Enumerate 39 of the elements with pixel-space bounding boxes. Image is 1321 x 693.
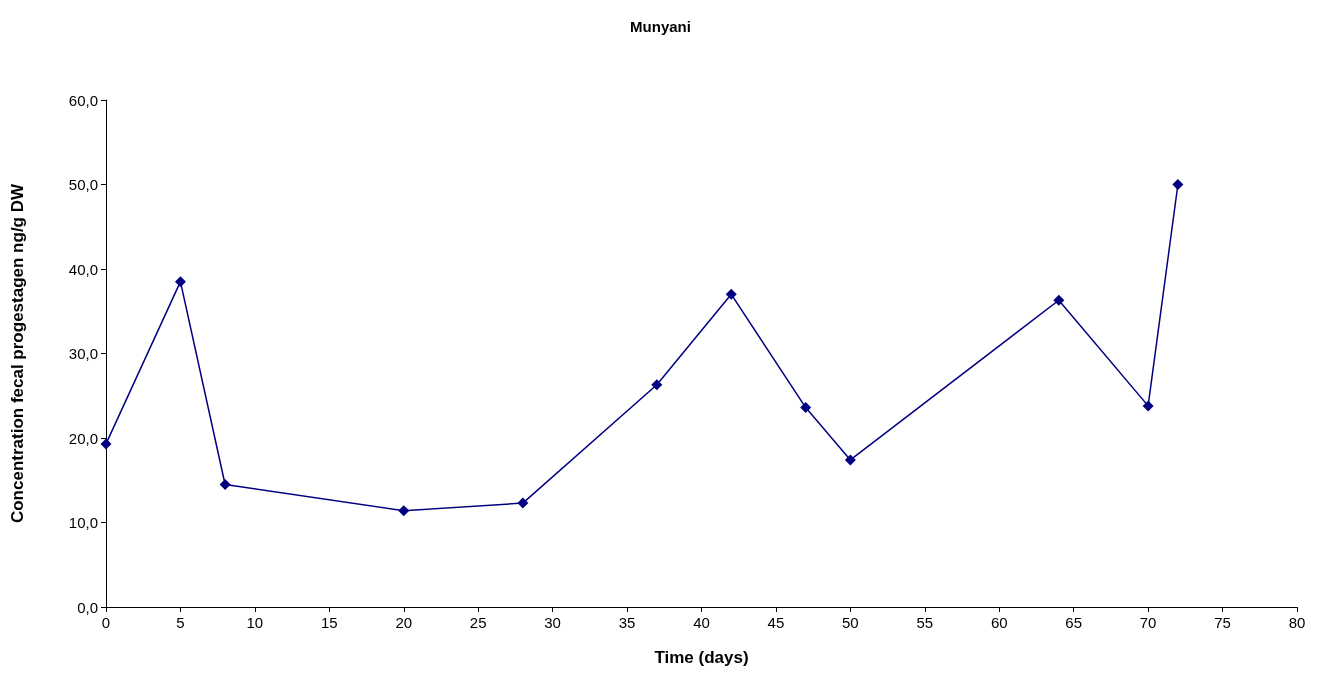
y-tick-label: 0,0 (77, 598, 98, 616)
x-tick-label: 25 (469, 614, 487, 631)
x-tick-label: 35 (618, 614, 636, 631)
point (398, 505, 410, 517)
x-tick-label: 15 (320, 614, 338, 631)
x-tick-label: 80 (1288, 614, 1306, 631)
y-tick-label: 30,0 (68, 345, 98, 362)
x-tick-label: 70 (1139, 614, 1157, 631)
point (100, 438, 112, 450)
point (800, 402, 812, 414)
point (219, 478, 231, 490)
x-tick-label: 10 (246, 614, 264, 631)
y-tick-label: 60,0 (68, 91, 98, 109)
x-tick-label: 50 (842, 614, 859, 631)
x-tick-label: 40 (693, 614, 710, 631)
x-tick-label: 30 (544, 614, 561, 631)
point (1172, 179, 1184, 190)
x-tick-label: 75 (1214, 614, 1231, 631)
y-tick-label: 40,0 (68, 260, 98, 278)
x-tick-label: 65 (1065, 614, 1083, 631)
x-tick-label: 5 (176, 614, 185, 631)
y-tick-label: 50,0 (68, 176, 98, 193)
x-tick-label: 0 (101, 614, 111, 631)
y-tick-label: 10,0 (68, 514, 98, 531)
x-tick-label: 45 (767, 614, 785, 631)
point (651, 379, 663, 391)
point (1142, 400, 1154, 412)
point (517, 497, 529, 509)
point (725, 288, 737, 300)
chart-title: Munyani (630, 18, 691, 35)
y-tick-label: 20,0 (68, 429, 98, 447)
x-tick-label: 55 (916, 614, 934, 631)
point (1053, 294, 1065, 306)
point (844, 454, 856, 466)
x-tick-label: 20 (395, 614, 413, 631)
x-tick-label: 60 (990, 614, 1008, 631)
point (174, 276, 186, 288)
x-axis-title: Time (days) (654, 648, 749, 667)
y-axis-title: Concentration fecal progestagen ng/g DW (8, 183, 27, 524)
